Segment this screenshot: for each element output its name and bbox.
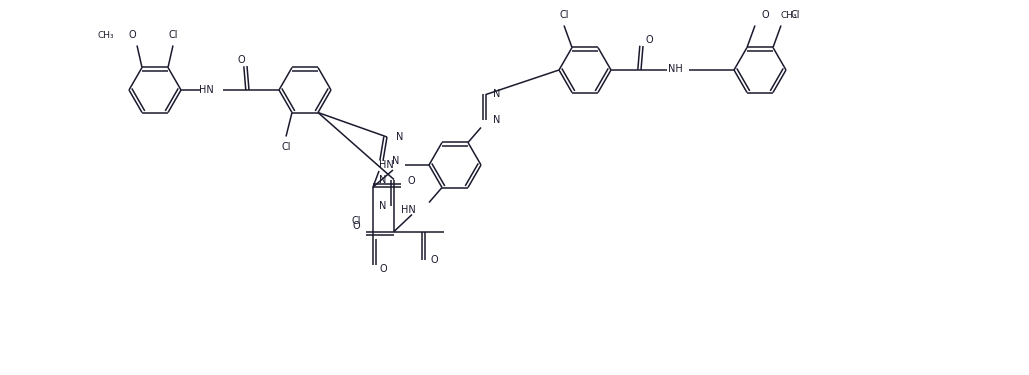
Text: O: O <box>430 255 437 264</box>
Text: O: O <box>129 30 136 40</box>
Text: N: N <box>379 174 386 184</box>
Text: CH₃: CH₃ <box>98 31 114 40</box>
Text: HN: HN <box>380 160 394 170</box>
Text: O: O <box>645 35 652 45</box>
Text: O: O <box>238 55 245 65</box>
Text: O: O <box>352 220 360 231</box>
Text: NH: NH <box>668 64 682 74</box>
Text: HN: HN <box>200 85 214 95</box>
Text: Cl: Cl <box>352 216 361 226</box>
Text: Cl: Cl <box>281 141 291 152</box>
Text: CH₃: CH₃ <box>781 11 797 20</box>
Text: Cl: Cl <box>559 10 569 21</box>
Text: Cl: Cl <box>169 30 178 40</box>
Text: O: O <box>761 10 769 21</box>
Text: O: O <box>380 264 387 274</box>
Text: N: N <box>493 116 500 126</box>
Text: O: O <box>407 176 415 186</box>
Text: N: N <box>493 90 500 99</box>
Text: N: N <box>396 132 403 142</box>
Text: Cl: Cl <box>790 10 800 21</box>
Text: N: N <box>392 156 399 166</box>
Text: HN: HN <box>401 204 416 214</box>
Text: N: N <box>379 201 386 210</box>
